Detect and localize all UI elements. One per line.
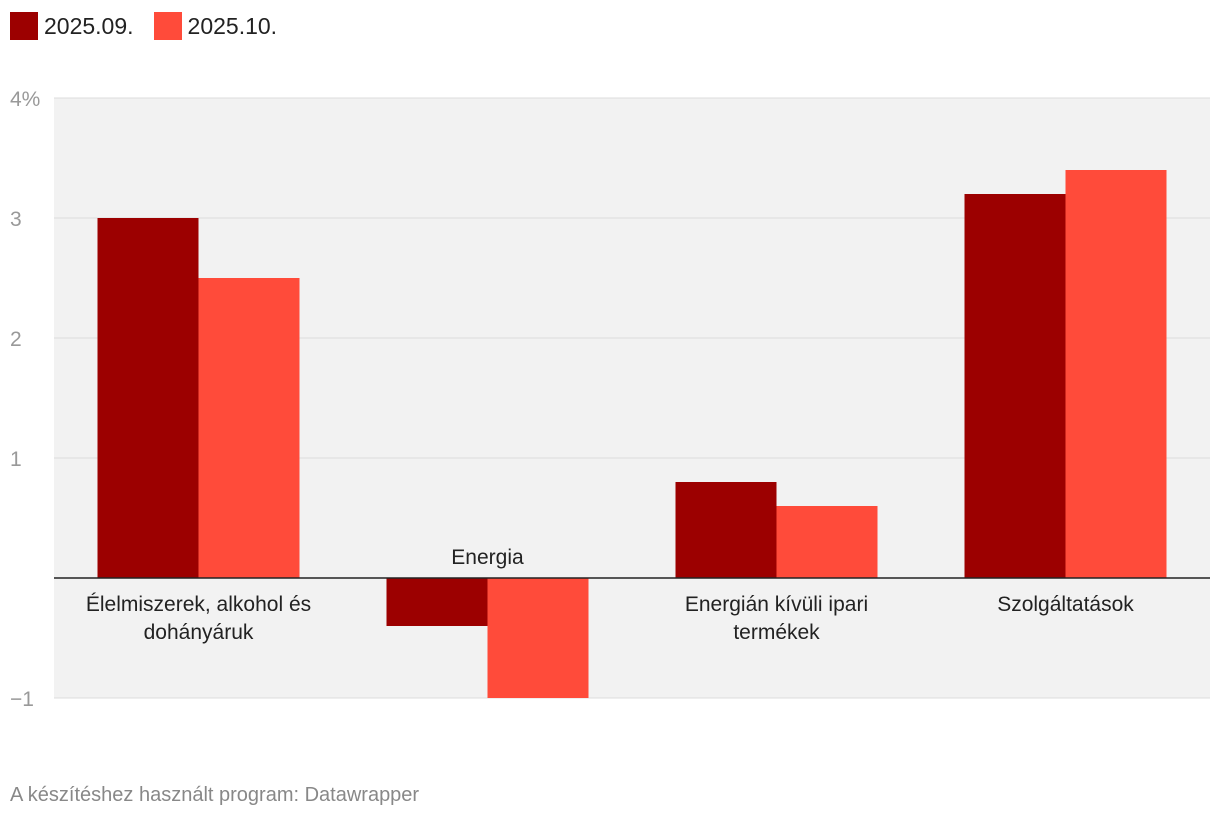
y-tick-label: 1 — [10, 448, 22, 471]
bar-chart: 4% 3 2 1 −1 Élelmiszerek, alkohol és dohányáru… — [10, 88, 1210, 711]
bar-series-1-cat-2 — [386, 578, 488, 626]
footer-credit: A készítéshez használt program: Datawrap… — [10, 784, 420, 806]
category-label: Energia — [451, 546, 524, 569]
y-tick-label: 4% — [10, 88, 40, 111]
bar-series-1-cat-3 — [675, 482, 777, 578]
legend-label-series-1: 2025.09. — [44, 12, 134, 39]
y-tick-label: 3 — [10, 208, 22, 231]
category-label: Energián kívüli ipari — [685, 593, 868, 616]
category-label: Szolgáltatások — [997, 593, 1134, 616]
bar-series-2-cat-1 — [198, 278, 300, 578]
legend-label-series-2: 2025.10. — [187, 12, 278, 39]
bar-series-2-cat-4 — [1065, 170, 1167, 578]
category-label: dohányáruk — [144, 621, 254, 644]
bar-series-2-cat-3 — [776, 506, 878, 578]
bar-series-1-cat-4 — [964, 194, 1066, 578]
legend-swatch-series-1 — [10, 12, 38, 40]
y-tick-label: 2 — [10, 328, 22, 351]
bar-series-2-cat-2 — [487, 578, 589, 698]
legend-item-series-2: 2025.10. — [153, 12, 278, 40]
legend: 2025.09. 2025.10. — [10, 12, 297, 40]
category-label: termékek — [733, 621, 820, 644]
y-tick-label: −1 — [10, 688, 34, 711]
legend-swatch-series-2 — [153, 12, 182, 40]
bar-series-1-cat-1 — [97, 218, 199, 578]
legend-item-series-1: 2025.09. — [10, 12, 134, 40]
category-label: Élelmiszerek, alkohol és — [86, 593, 311, 616]
